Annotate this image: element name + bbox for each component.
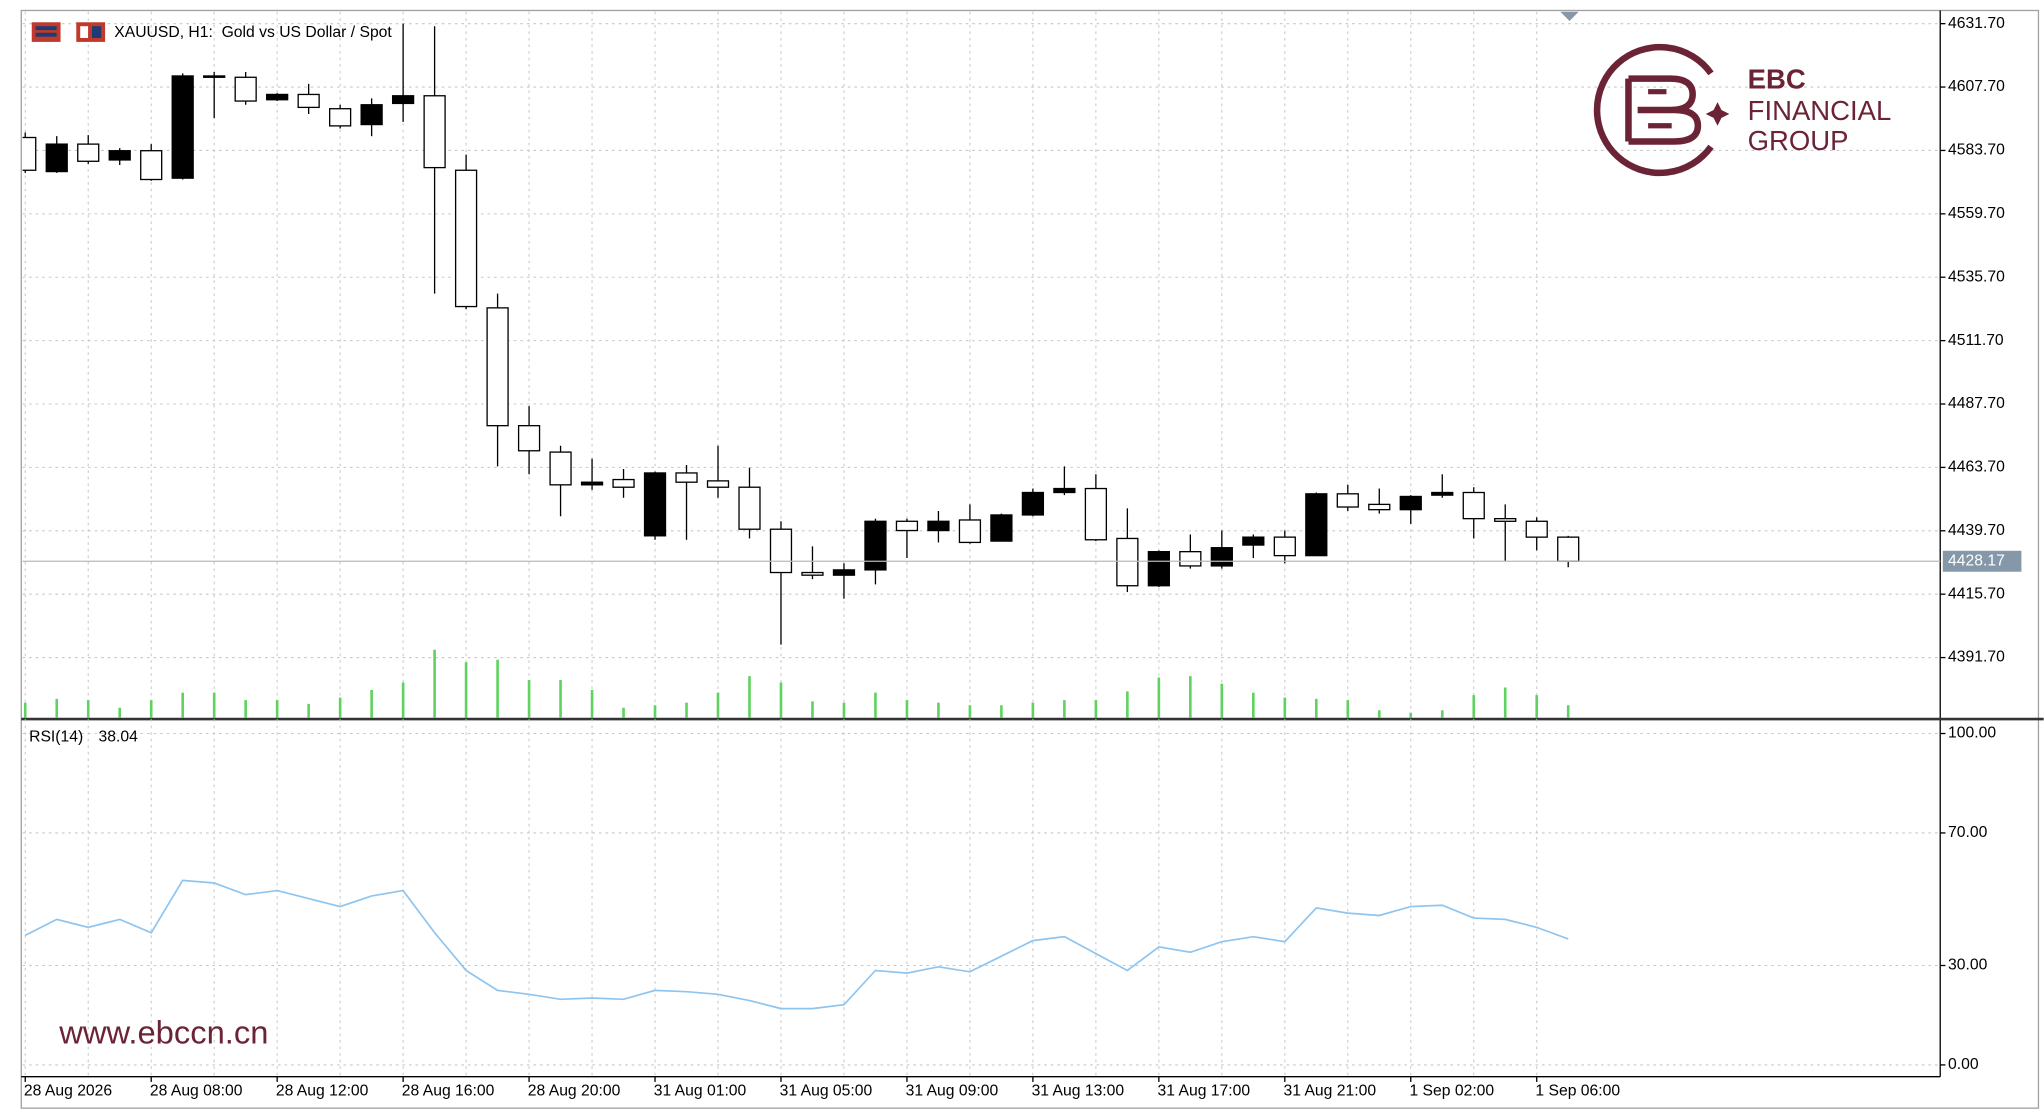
candle-body <box>360 104 383 126</box>
candle-body <box>171 75 194 179</box>
indicator-value: 38.04 <box>99 729 139 746</box>
candle-body <box>801 571 824 576</box>
candle-body <box>234 76 257 102</box>
candle-body <box>990 514 1013 542</box>
y-tick-label: 4487.70 <box>1948 395 2005 412</box>
x-tick-label: 28 Aug 12:00 <box>276 1082 369 1099</box>
candle-body <box>643 472 667 537</box>
candle-body <box>1431 491 1454 496</box>
candle-body <box>1116 537 1139 587</box>
candle-body <box>391 95 415 105</box>
candle-body <box>1305 493 1328 557</box>
y-tick-label: 0.00 <box>1948 1056 1979 1073</box>
y-tick-label: 4511.70 <box>1948 332 2004 349</box>
x-tick-label: 31 Aug 01:00 <box>654 1082 747 1099</box>
candle-body <box>1021 491 1045 516</box>
candle-body <box>45 143 68 173</box>
candle-body <box>580 481 604 486</box>
candle-body <box>423 95 446 169</box>
logo-emblem <box>1593 43 1730 177</box>
symbol-icons <box>31 22 106 42</box>
candle-body <box>675 472 698 483</box>
candle-body <box>22 136 37 171</box>
x-tick-label: 1 Sep 02:00 <box>1409 1082 1494 1099</box>
candle-body <box>77 143 100 162</box>
last-price-label: 4428.17 <box>1948 552 2005 569</box>
y-tick-label: 70.00 <box>1948 824 1988 841</box>
candle-body <box>958 519 982 544</box>
candle-body <box>329 108 352 127</box>
shift-marker <box>1560 11 1579 21</box>
marks <box>22 23 1941 1010</box>
candle-body <box>297 93 320 109</box>
candle-body <box>203 75 226 78</box>
candle-body <box>1210 547 1233 567</box>
candle-body <box>769 528 793 574</box>
y-tick-label: 100.00 <box>1948 725 1996 742</box>
y-tick-label: 4559.70 <box>1948 205 2005 222</box>
candle-body <box>1336 493 1359 508</box>
x-tick-label: 31 Aug 05:00 <box>780 1082 873 1099</box>
x-tick-label: 31 Aug 13:00 <box>1032 1082 1125 1099</box>
logo-name: EBC <box>1748 63 1806 94</box>
x-tick-label: 28 Aug 20:00 <box>528 1082 621 1099</box>
candle-body <box>864 520 887 571</box>
candle-body <box>454 169 478 308</box>
rsi-line <box>24 879 1569 1010</box>
candle-body <box>895 520 919 532</box>
x-tick-label: 28 Aug 08:00 <box>150 1082 243 1099</box>
x-tick-label: 31 Aug 21:00 <box>1284 1082 1377 1099</box>
y-tick-label: 4583.70 <box>1948 142 2005 159</box>
candle-body <box>1273 536 1296 557</box>
x-tick-label: 1 Sep 06:00 <box>1535 1082 1620 1099</box>
candle-body <box>1525 520 1548 538</box>
logo-line: GROUP <box>1748 125 1849 156</box>
candle-body <box>140 150 163 181</box>
candle-body <box>1179 551 1202 567</box>
x-tick-label: 28 Aug 16:00 <box>402 1082 495 1099</box>
candle-body <box>1242 536 1265 546</box>
watermark: www.ebccn.cn <box>58 1013 268 1050</box>
y-tick-label: 4463.70 <box>1948 459 2005 476</box>
candle-body <box>266 93 289 101</box>
logo-line: FINANCIAL <box>1748 95 1892 126</box>
candle-body <box>738 486 761 530</box>
frame <box>20 9 2040 1109</box>
y-tick-label: 4607.70 <box>1948 78 2005 95</box>
candle-body <box>706 480 730 488</box>
candle-body <box>517 425 541 452</box>
candles <box>22 23 1580 718</box>
x-tick-label: 28 Aug 2026 <box>24 1082 112 1099</box>
y-tick-label: 4415.70 <box>1948 585 2005 602</box>
x-tick-label: 31 Aug 09:00 <box>906 1082 999 1099</box>
candle-body <box>832 569 856 576</box>
y-tick-label: 4439.70 <box>1948 522 2005 539</box>
candle-body <box>1368 503 1391 511</box>
candle-body <box>108 150 131 161</box>
y-tick-label: 4391.70 <box>1948 649 2005 666</box>
candle-body <box>1147 551 1170 587</box>
candle-body <box>927 520 950 532</box>
candle-body <box>612 478 635 488</box>
candle-body <box>1462 491 1485 520</box>
candle-body <box>1557 536 1580 562</box>
x-tick-label: 31 Aug 17:00 <box>1158 1082 1251 1099</box>
candle-body <box>1053 487 1076 494</box>
y-tick-label: 30.00 <box>1948 957 1988 974</box>
candle-body <box>549 451 572 486</box>
candle-body <box>1084 487 1108 541</box>
indicator-name: RSI(14) <box>29 729 83 746</box>
candle-body <box>1399 495 1422 511</box>
y-tick-label: 4631.70 <box>1948 15 2005 32</box>
last-price-box <box>1942 550 2022 572</box>
chart-title: XAUUSD, H1: Gold vs US Dollar / Spot <box>114 24 392 41</box>
y-tick-label: 4535.70 <box>1948 268 2005 285</box>
candle-body <box>486 307 509 427</box>
candle-body <box>1494 517 1517 522</box>
